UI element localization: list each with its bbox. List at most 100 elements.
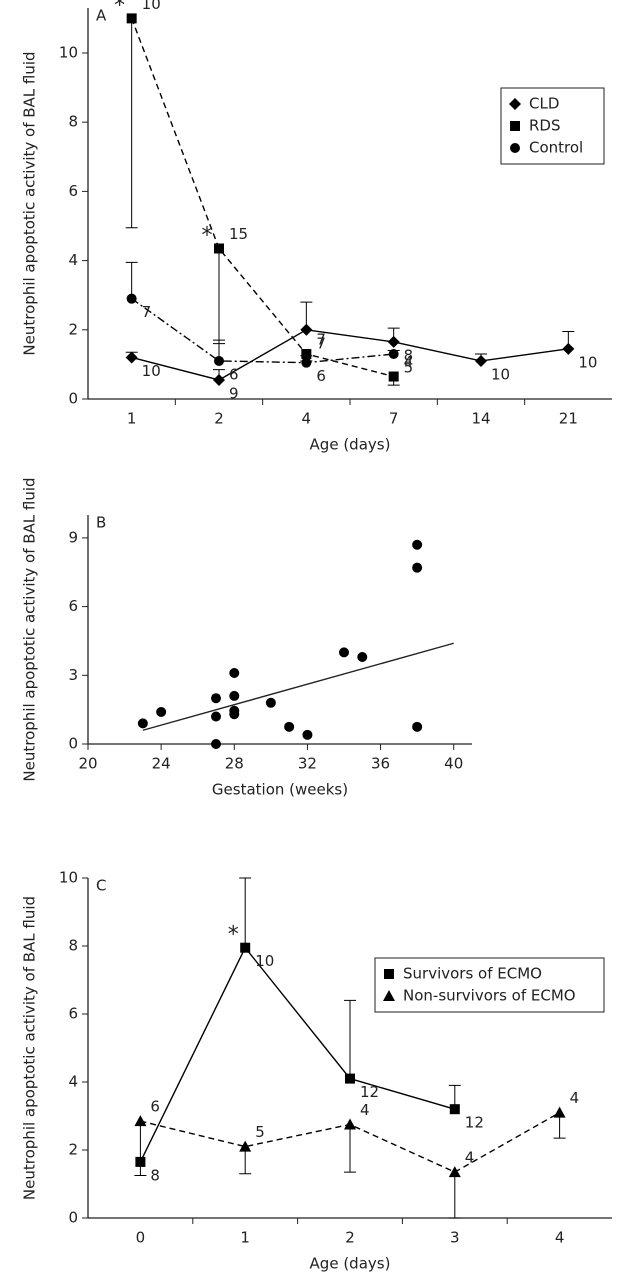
point — [302, 729, 313, 740]
marker — [509, 98, 521, 110]
fit-line — [142, 642, 454, 731]
x-tick-label: 14 — [471, 410, 490, 428]
marker — [384, 969, 394, 979]
error-bar — [134, 1121, 147, 1176]
point — [412, 721, 423, 732]
marker — [510, 121, 520, 131]
point — [412, 539, 423, 550]
n-label: 6 — [229, 365, 239, 383]
marker — [134, 1115, 147, 1127]
marker — [344, 1118, 356, 1130]
x-tick-label: 2 — [345, 1229, 355, 1247]
series-line — [131, 298, 394, 364]
error-bar — [239, 877, 252, 948]
x-tick-label: 4 — [555, 1229, 565, 1247]
legend-label: RDS — [529, 117, 561, 135]
n-label: 4 — [360, 1101, 370, 1119]
series-line — [131, 329, 569, 381]
marker — [240, 942, 251, 953]
legend-label: Non-survivors of ECMO — [403, 987, 576, 1005]
y-tick-label: 9 — [68, 528, 78, 546]
n-label: 15 — [229, 225, 248, 243]
marker — [387, 335, 400, 348]
marker — [475, 354, 487, 367]
x-tick-label: 21 — [559, 410, 578, 428]
point — [211, 711, 221, 722]
y-tick-label: 10 — [59, 43, 78, 61]
y-tick-label: 10 — [59, 869, 78, 887]
marker — [388, 371, 399, 382]
point — [412, 562, 423, 573]
n-label: 10 — [255, 952, 274, 970]
error-bar — [125, 261, 138, 299]
panel-label: C — [96, 877, 106, 895]
marker — [388, 349, 399, 360]
panel-label: B — [96, 514, 106, 532]
marker — [562, 342, 575, 355]
point — [229, 690, 240, 701]
y-tick-label: 6 — [68, 1005, 78, 1023]
n-label: 10 — [578, 353, 597, 371]
panel-label: A — [96, 7, 107, 25]
point — [229, 668, 240, 679]
legend-label: Control — [529, 139, 583, 157]
x-tick-label: 32 — [298, 755, 317, 773]
point — [284, 721, 295, 732]
legend-label: CLD — [529, 95, 559, 113]
y-axis-label: Neutrophil apoptotic activity of BAL flu… — [21, 477, 39, 781]
n-label: 6 — [150, 1098, 160, 1116]
marker — [345, 1073, 355, 1084]
x-tick-label: 24 — [152, 755, 171, 773]
n-label: 7 — [316, 331, 326, 349]
marker — [301, 349, 312, 360]
n-label: 8 — [150, 1166, 160, 1184]
n-label: 10 — [142, 362, 161, 380]
error-bar — [344, 1124, 356, 1173]
x-tick-label: 36 — [371, 755, 390, 773]
point — [357, 651, 368, 662]
marker — [239, 1140, 252, 1152]
point — [211, 739, 221, 749]
marker — [383, 990, 395, 1001]
x-tick-label: 3 — [450, 1229, 460, 1247]
n-label: 10 — [491, 365, 510, 383]
x-axis-label: Age (days) — [310, 436, 391, 454]
annotation: * — [202, 223, 213, 248]
error-bar — [448, 1172, 461, 1219]
y-tick-label: 6 — [68, 182, 78, 200]
marker — [125, 351, 138, 364]
x-axis-label: Age (days) — [310, 1255, 391, 1273]
marker — [214, 243, 224, 254]
point — [265, 697, 276, 708]
y-tick-label: 2 — [68, 1141, 78, 1159]
legend-box — [374, 957, 605, 1013]
marker — [300, 323, 313, 336]
n-label: 4 — [404, 353, 414, 371]
y-tick-label: 8 — [68, 937, 78, 955]
marker — [448, 1166, 461, 1178]
series-line — [139, 946, 455, 1163]
error-bar — [344, 999, 356, 1079]
x-tick-label: 0 — [136, 1229, 146, 1247]
y-tick-label: 3 — [68, 666, 78, 684]
y-axis-label: Neutrophil apoptotic activity of BAL flu… — [21, 896, 39, 1200]
point — [137, 718, 148, 729]
marker — [553, 1106, 566, 1118]
n-label: 5 — [404, 359, 414, 377]
n-label: 5 — [255, 1123, 265, 1141]
error-bar — [125, 18, 138, 229]
point — [211, 693, 221, 704]
n-label: 4 — [570, 1089, 580, 1107]
point — [339, 647, 349, 658]
n-label: 8 — [404, 346, 414, 364]
error-bar — [213, 248, 225, 345]
n-label: 4 — [465, 1149, 475, 1167]
y-tick-label: 0 — [68, 390, 78, 408]
y-tick-label: 6 — [68, 597, 78, 615]
y-axis-label: Neutrophil apoptotic activity of BAL flu… — [21, 51, 39, 355]
y-tick-label: 0 — [68, 1209, 78, 1227]
marker — [213, 373, 225, 386]
annotation: * — [114, 0, 125, 18]
x-tick-label: 1 — [127, 410, 137, 428]
